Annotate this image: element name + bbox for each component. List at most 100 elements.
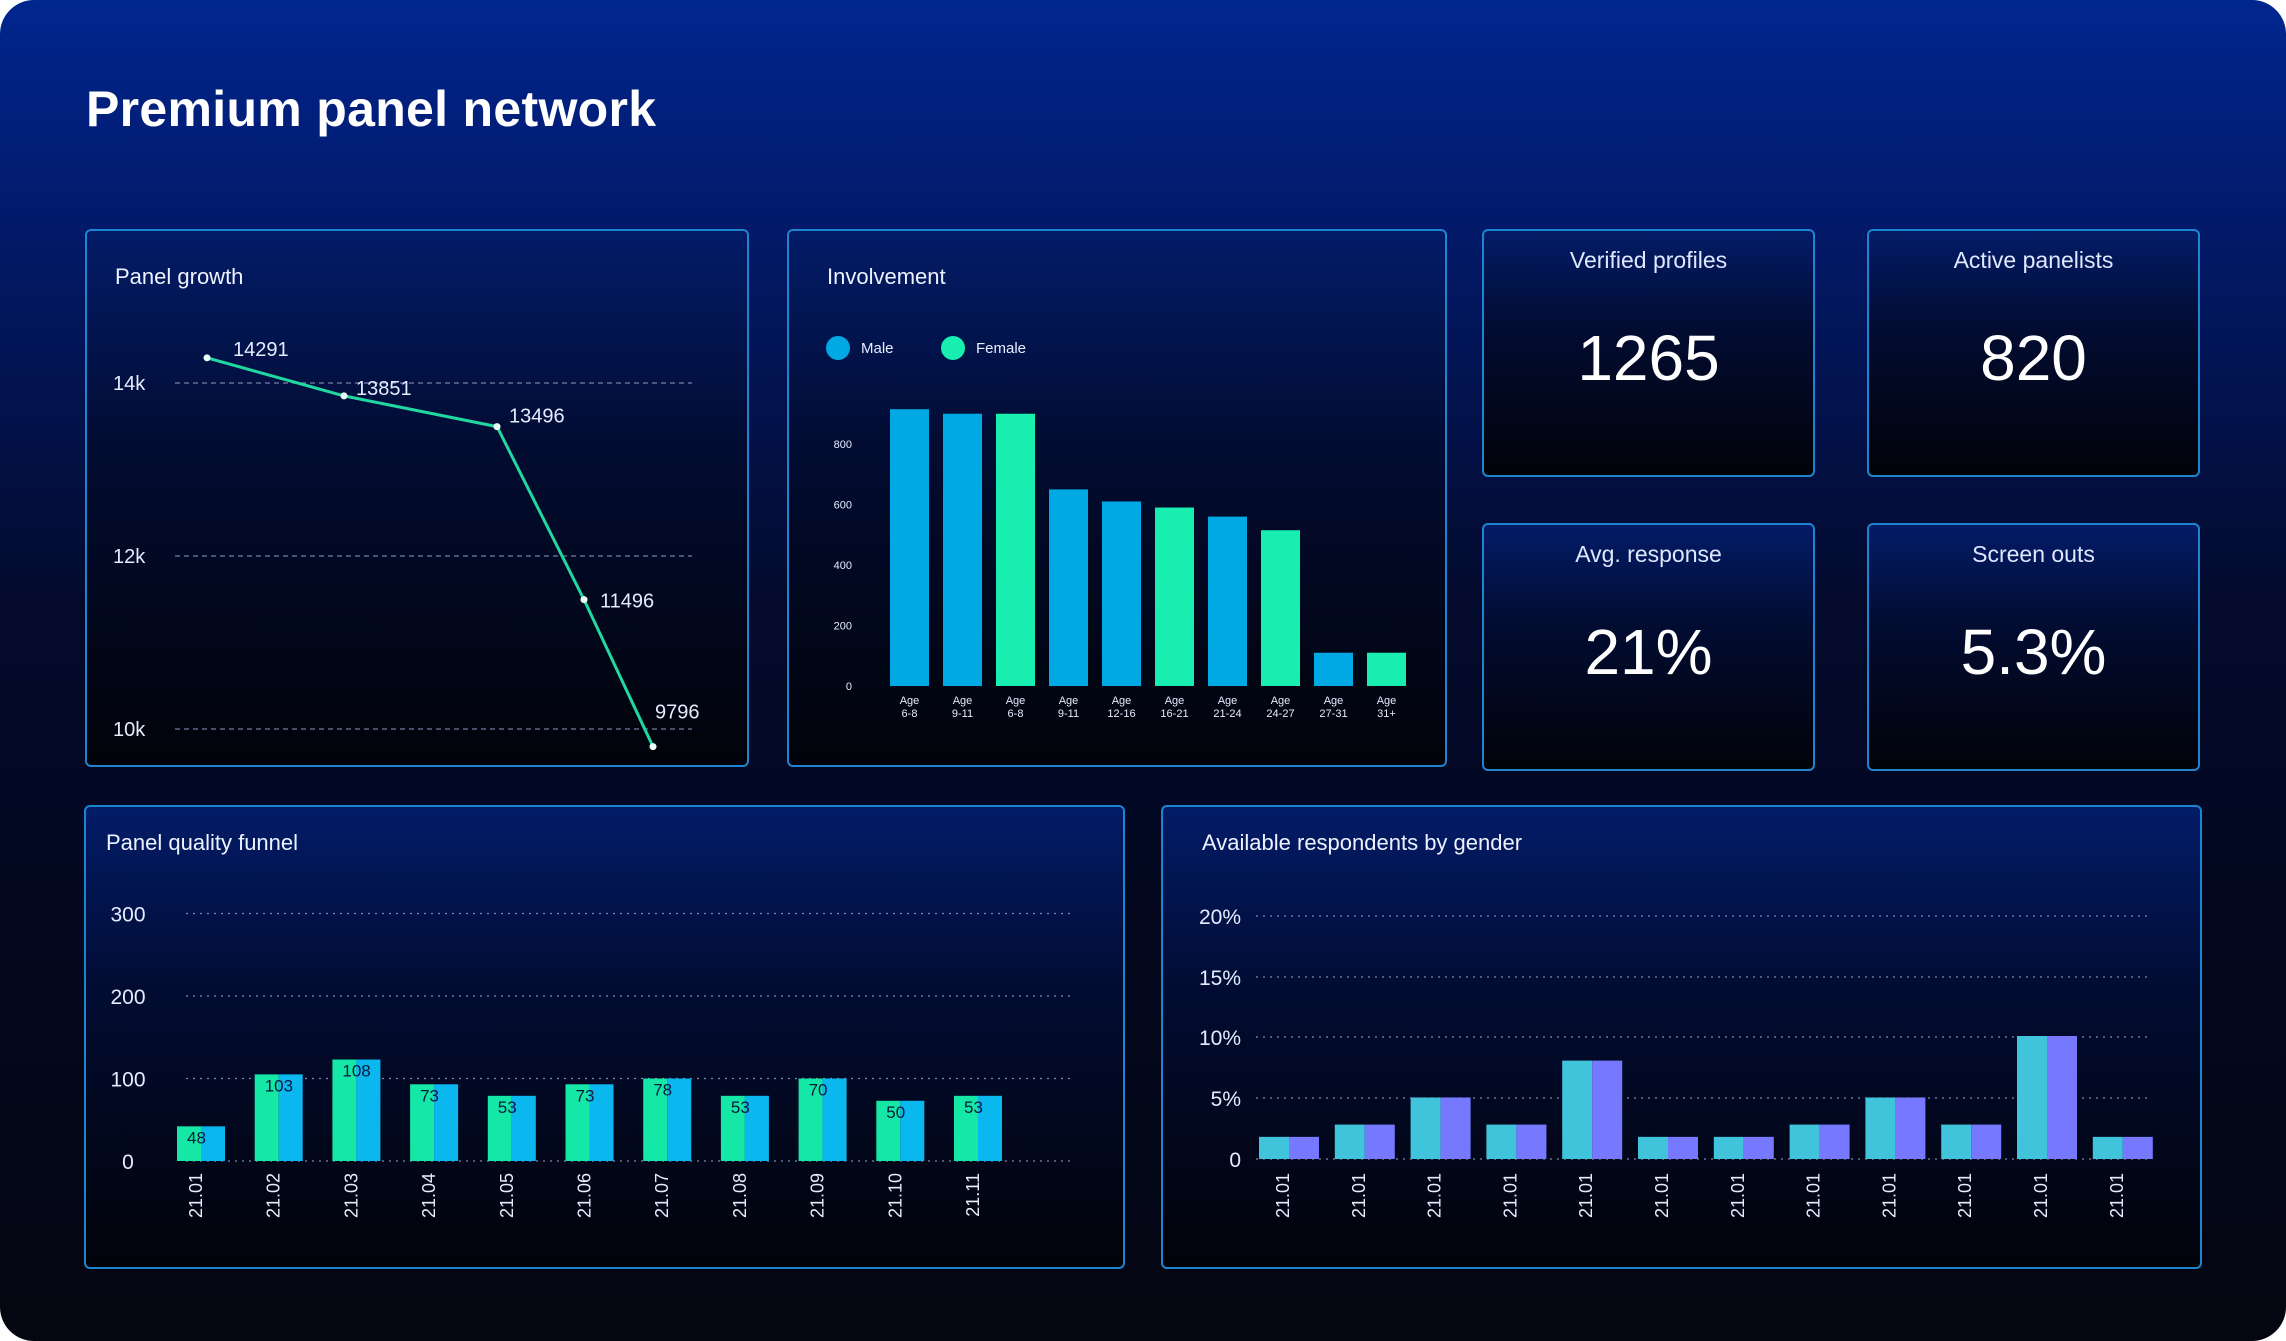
data-label: 13496 bbox=[509, 406, 565, 428]
stat-value: 820 bbox=[1980, 322, 2087, 394]
involvement-card: Involvement Male Female 0 200 400 600 800 Age… bbox=[787, 229, 1447, 767]
gender-title: Available respondents by gender bbox=[1202, 830, 1523, 855]
y-tick-label: 15% bbox=[1199, 967, 1241, 990]
y-tick-label: 0 bbox=[1229, 1149, 1241, 1172]
x-tick-label: 21.01 bbox=[1728, 1173, 1748, 1218]
x-tick-label: 6-8 bbox=[902, 708, 918, 720]
data-label: 53 bbox=[731, 1098, 750, 1117]
involvement-title: Involvement bbox=[827, 264, 946, 289]
bar bbox=[1367, 652, 1406, 686]
bar bbox=[822, 1078, 847, 1161]
bar bbox=[943, 413, 982, 686]
funnel-card: Panel quality funnel 0 100 200 300 48 21.01 10… bbox=[84, 805, 1125, 1269]
bar bbox=[1789, 1124, 1820, 1159]
bar bbox=[744, 1095, 769, 1161]
data-label: 13851 bbox=[356, 378, 412, 400]
bar bbox=[2047, 1036, 2077, 1159]
bar bbox=[720, 1095, 745, 1161]
bar bbox=[1516, 1124, 1547, 1159]
bar bbox=[996, 413, 1035, 686]
panel-growth-chart: 14k 12k 10k 14291 13851 13496 11496 9796 bbox=[113, 339, 700, 751]
bar bbox=[1971, 1124, 2002, 1159]
bar bbox=[332, 1059, 357, 1161]
data-label: 53 bbox=[498, 1098, 517, 1117]
stat-label: Verified profiles bbox=[1569, 247, 1728, 273]
data-label: 11496 bbox=[600, 591, 654, 613]
bar bbox=[1713, 1136, 1744, 1159]
x-tick-label: 21.01 bbox=[1576, 1173, 1596, 1218]
data-point bbox=[203, 354, 211, 362]
x-tick-label: 16-21 bbox=[1160, 708, 1188, 720]
x-tick-label: 12-16 bbox=[1107, 708, 1135, 720]
stat-card-active-panelists: Active panelists 820 bbox=[1867, 229, 2200, 477]
bar bbox=[254, 1074, 279, 1161]
bar bbox=[1592, 1060, 1623, 1159]
data-label: 50 bbox=[886, 1103, 905, 1122]
bar bbox=[410, 1084, 435, 1161]
bar bbox=[1865, 1097, 1896, 1159]
bar bbox=[201, 1126, 225, 1161]
x-tick-label: 21.01 bbox=[1273, 1173, 1293, 1218]
bar bbox=[1440, 1097, 1471, 1159]
stat-label: Avg. response bbox=[1575, 541, 1722, 567]
x-tick-label: 21.09 bbox=[808, 1173, 828, 1218]
y-tick-label: 300 bbox=[110, 904, 145, 927]
bar bbox=[876, 1100, 901, 1161]
funnel-chart: 0 100 200 300 48 21.01 103 21.02 108 21.03 73 21.04… bbox=[110, 904, 1071, 1218]
x-tick-label: Age bbox=[1377, 695, 1397, 707]
bar bbox=[1941, 1124, 1972, 1159]
gender-card: Available respondents by gender 0 5% 10% 15… bbox=[1161, 805, 2202, 1269]
x-tick-label: 21.01 bbox=[1879, 1173, 1899, 1218]
legend-male-label: Male bbox=[861, 340, 894, 357]
bar bbox=[1743, 1136, 1774, 1159]
y-tick-label: 12k bbox=[113, 546, 146, 568]
y-tick-label: 200 bbox=[834, 621, 852, 633]
bar bbox=[1259, 1136, 1289, 1159]
bar bbox=[667, 1078, 692, 1161]
x-tick-label: Age bbox=[1059, 695, 1079, 707]
x-tick-label: Age bbox=[1165, 695, 1185, 707]
x-tick-label: 21.01 bbox=[186, 1173, 206, 1218]
funnel-title: Panel quality funnel bbox=[106, 830, 299, 855]
x-tick-label: 31+ bbox=[1377, 708, 1396, 720]
data-label: 70 bbox=[809, 1081, 828, 1100]
stat-label: Screen outs bbox=[1972, 541, 2095, 567]
stat-card-avg-response: Avg. response 21% bbox=[1482, 523, 1815, 771]
bar bbox=[1562, 1060, 1593, 1159]
x-tick-label: 21.01 bbox=[1955, 1173, 1975, 1218]
bar bbox=[798, 1078, 823, 1161]
x-tick-label: 21-24 bbox=[1213, 708, 1241, 720]
stat-label: Active panelists bbox=[1953, 247, 2114, 273]
bar bbox=[1364, 1124, 1395, 1159]
x-tick-label: Age bbox=[1112, 695, 1132, 707]
data-point bbox=[649, 743, 657, 751]
involvement-chart: 0200400600800Age6-8Age9-11Age6-8Age9-11A… bbox=[834, 409, 1406, 720]
y-tick-label: 100 bbox=[110, 1069, 145, 1092]
data-label: 78 bbox=[653, 1081, 672, 1100]
bar bbox=[1049, 489, 1088, 686]
x-tick-label: 9-11 bbox=[1058, 708, 1079, 720]
data-label: 48 bbox=[187, 1128, 206, 1147]
bar bbox=[177, 1126, 201, 1161]
y-tick-label: 200 bbox=[110, 986, 145, 1009]
x-tick-label: 21.02 bbox=[264, 1173, 284, 1218]
legend-male-dot bbox=[826, 336, 850, 360]
x-tick-label: Age bbox=[1324, 695, 1344, 707]
stat-value: 5.3% bbox=[1960, 616, 2107, 688]
x-tick-label: 21.06 bbox=[575, 1173, 595, 1218]
data-label: 53 bbox=[964, 1098, 983, 1117]
x-tick-label: Age bbox=[1218, 695, 1238, 707]
x-tick-label: 21.05 bbox=[497, 1173, 517, 1218]
x-tick-label: 21.10 bbox=[885, 1173, 905, 1218]
y-tick-label: 14k bbox=[113, 373, 146, 395]
bar bbox=[900, 1100, 925, 1161]
x-tick-label: Age bbox=[1006, 695, 1026, 707]
x-tick-label: Age bbox=[1271, 695, 1291, 707]
bar bbox=[1668, 1136, 1698, 1159]
bar bbox=[1102, 501, 1141, 686]
bar bbox=[890, 409, 929, 686]
x-tick-label: 21.03 bbox=[341, 1173, 361, 1218]
y-tick-label: 800 bbox=[834, 439, 852, 451]
stat-value: 1265 bbox=[1577, 322, 1720, 394]
data-label: 14291 bbox=[233, 339, 289, 361]
